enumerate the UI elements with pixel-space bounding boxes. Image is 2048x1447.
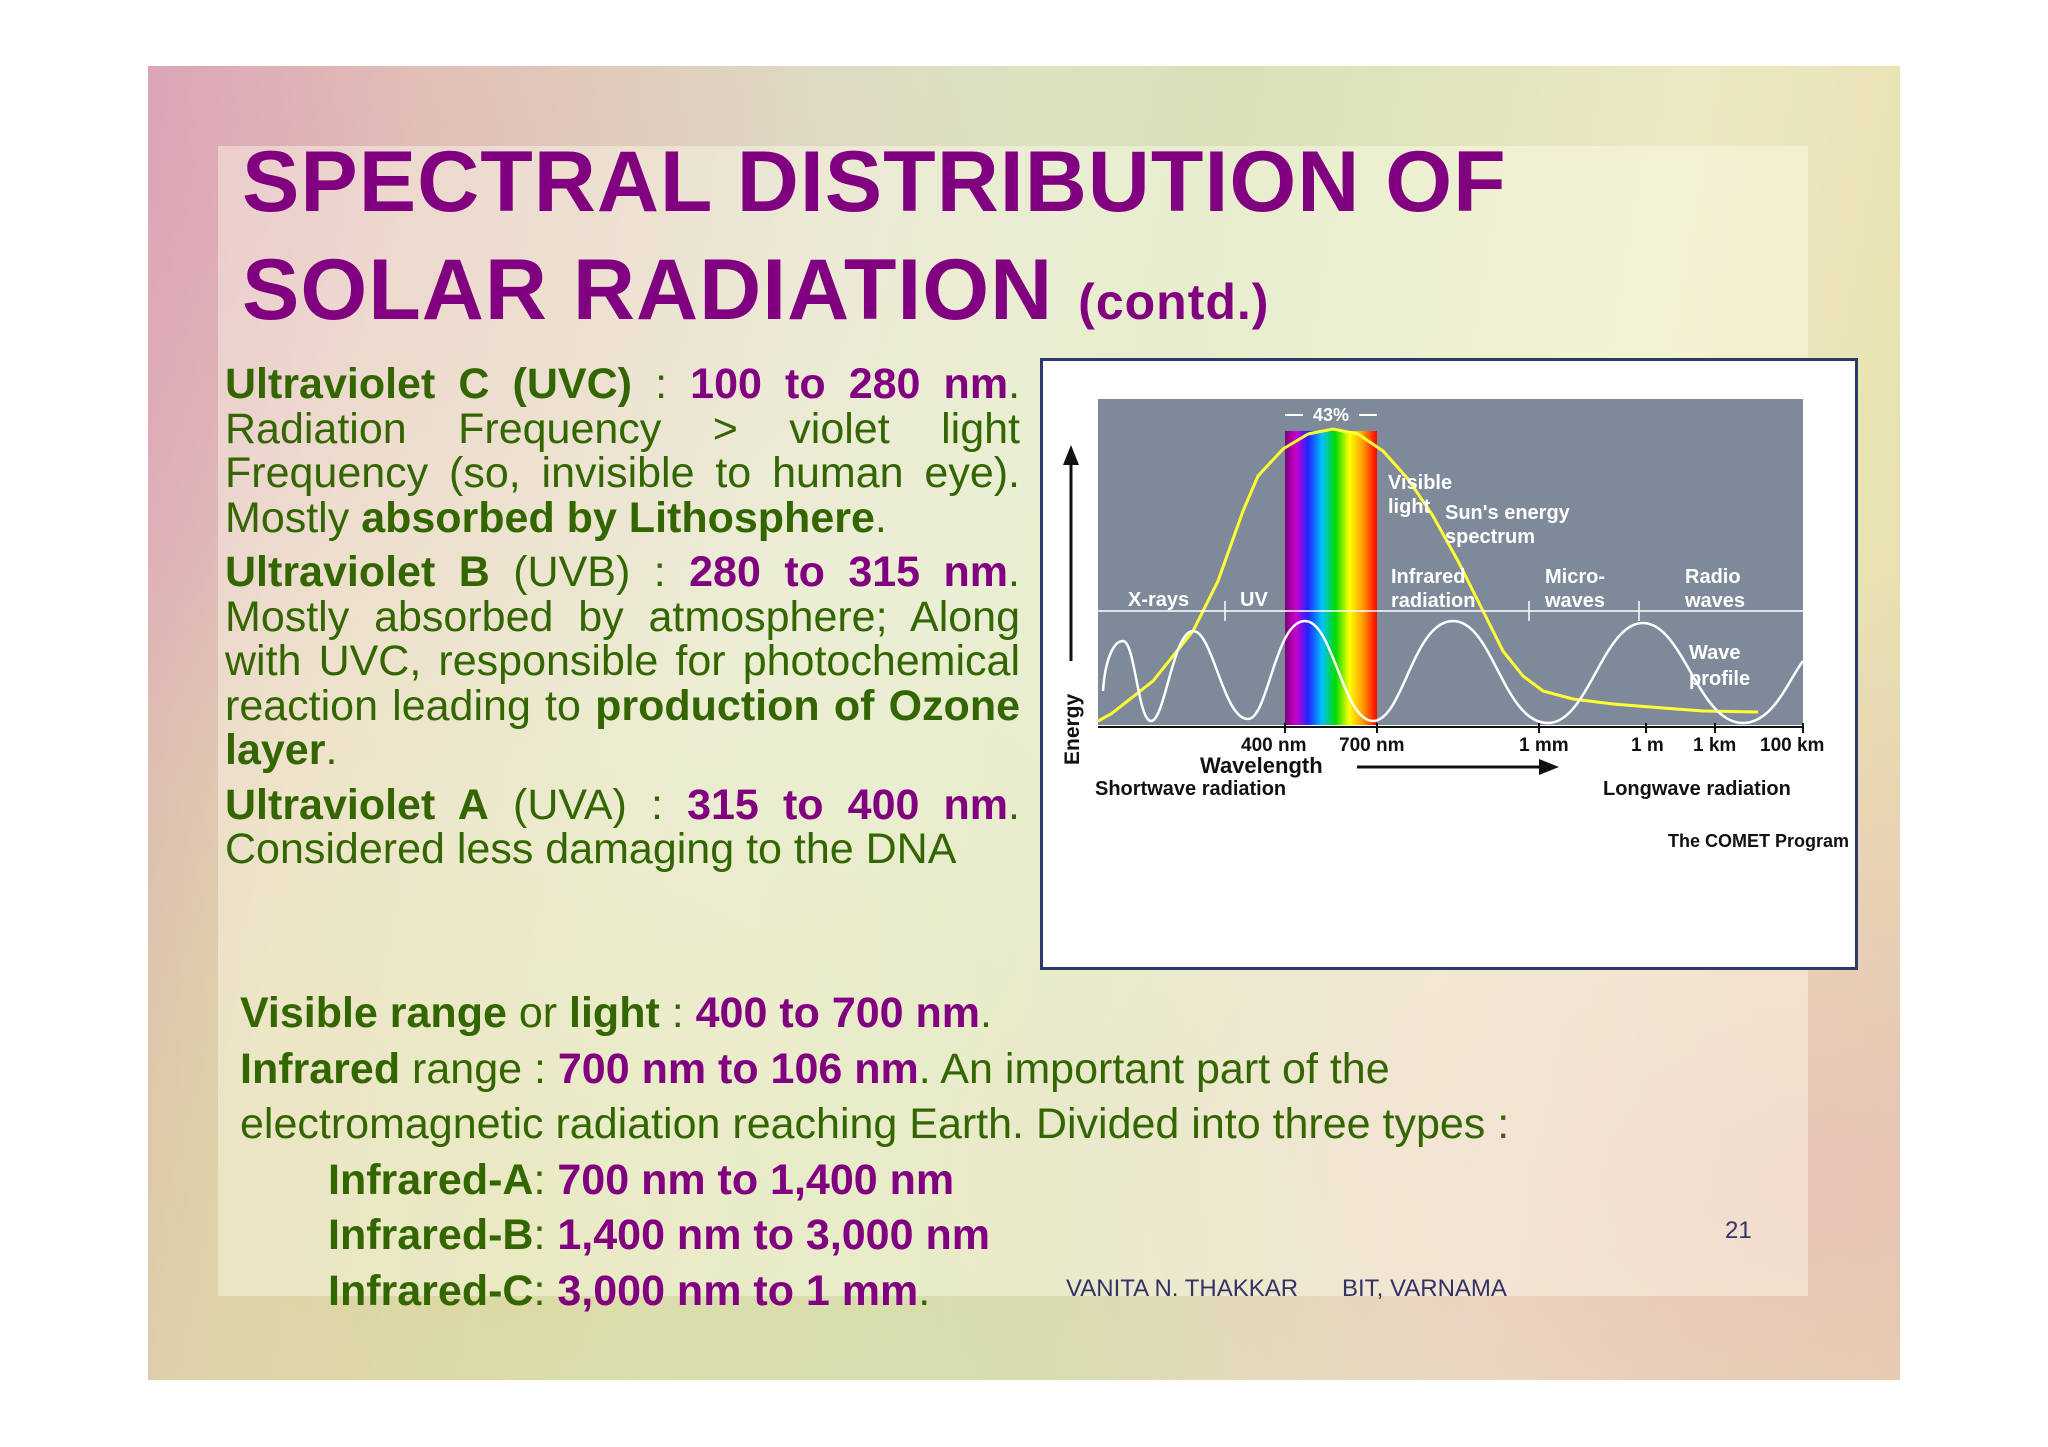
wave-profile-label-2: profile <box>1689 668 1750 690</box>
longwave-label: Longwave radiation <box>1603 778 1791 800</box>
uvc-paragraph: Ultraviolet C (UVC) : 100 to 280 nm. Rad… <box>225 362 1020 540</box>
slide-title: SPECTRAL DISTRIBUTION OF SOLAR RADIATION… <box>242 128 1507 356</box>
band-infrared-2: radiation <box>1391 590 1475 612</box>
wave-profile-line <box>1101 619 1805 725</box>
infrared-a-line: Infrared-A: 700 nm to 1,400 nm <box>240 1153 1509 1209</box>
uva-range: 315 to 400 nm <box>687 780 1009 829</box>
uvb-range: 280 to 315 nm <box>689 548 1009 596</box>
tick-700nm: 700 nm <box>1339 735 1404 756</box>
wavelength-tick-labels: 400 nm 700 nm 1 mm 1 m 1 km 100 km <box>1241 735 1824 756</box>
band-micro-1: Micro- <box>1545 566 1605 588</box>
band-radio-1: Radio <box>1685 566 1741 588</box>
visible-sep: : <box>659 989 696 1037</box>
plot-area <box>1098 399 1803 725</box>
uvc-text: . Radiation Frequency > violet light Fre… <box>225 360 1021 542</box>
uvc-range: 100 to 280 nm <box>690 360 1009 408</box>
visible-range: 400 to 700 nm <box>695 989 981 1037</box>
uvc-name: Ultraviolet C (UVC) <box>225 360 632 408</box>
visible-or: or <box>506 989 570 1037</box>
tick-100km: 100 km <box>1760 735 1824 756</box>
uvb-bold-text: production of Ozone layer <box>225 681 1020 774</box>
visible-end: . <box>980 989 992 1037</box>
infrared-c-end: . <box>918 1266 931 1315</box>
ultraviolet-description: Ultraviolet C (UVC) : 100 to 280 nm. Rad… <box>225 362 1020 882</box>
infrared-c-range: 3,000 nm to 1 mm <box>557 1266 919 1315</box>
infrared-c-sep: : <box>533 1266 558 1315</box>
uvc-bold-text: absorbed by Lithosphere <box>361 493 875 542</box>
uvb-end: . <box>325 726 338 774</box>
uva-abbr: (UVA) : <box>488 780 688 829</box>
band-micro-2: waves <box>1544 590 1605 612</box>
uvb-text: . Mostly absorbed by atmosphere; Along w… <box>225 548 1020 730</box>
infrared-a-range: 700 nm to 1,400 nm <box>557 1155 955 1204</box>
page-number: 21 <box>1725 1217 1752 1244</box>
tick-1m: 1 m <box>1631 735 1664 756</box>
infrared-a-sep: : <box>533 1155 558 1204</box>
visible-term: Visible range <box>240 989 507 1037</box>
percent-label: 43% <box>1313 405 1349 425</box>
uvc-end: . <box>874 493 887 542</box>
band-infrared-1: Infrared <box>1391 566 1465 588</box>
infrared-c-label: Infrared-C <box>328 1266 534 1315</box>
visible-line: Visible range or light : 400 to 700 nm. <box>240 986 1509 1042</box>
footer-author: VANITA N. THAKKAR <box>1066 1275 1299 1302</box>
percent-label-bg <box>1303 405 1359 425</box>
band-uv: UV <box>1240 589 1268 611</box>
comet-credit: The COMET Program <box>1668 831 1849 851</box>
infrared-a-label: Infrared-A <box>328 1155 534 1204</box>
visible-band <box>1285 431 1377 725</box>
infrared-range: 700 nm to 106 nm <box>557 1044 919 1093</box>
uvb-paragraph: Ultraviolet B (UVB) : 280 to 315 nm. Mos… <box>225 550 1020 773</box>
wavelength-arrowhead <box>1539 759 1559 775</box>
wavelength-label: Wavelength <box>1200 753 1323 778</box>
sun-energy-label-2: spectrum <box>1445 526 1535 548</box>
uvb-name: Ultraviolet B <box>225 548 490 596</box>
uva-name: Ultraviolet A <box>225 780 489 829</box>
visible-infrared-description: Visible range or light : 400 to 700 nm . … <box>240 986 1509 1319</box>
uvb-abbr: (UVB) : <box>489 548 690 596</box>
spectrum-diagram: 43% X-rays UV Infrared radiation Micro- … <box>1040 358 1858 970</box>
uva-paragraph: Ultraviolet A (UVA) : 315 to 400 nm. Con… <box>225 780 1020 873</box>
infrared-text: . An important part of the <box>918 1044 1390 1093</box>
energy-arrowhead <box>1063 445 1079 465</box>
title-line-2: SOLAR RADIATION <box>242 242 1054 338</box>
uvc-separator: : <box>631 360 691 408</box>
wave-profile-label-1: Wave <box>1689 642 1741 664</box>
uva-text: . Considered less damaging to the DNA <box>225 780 1020 873</box>
infrared-c-line: Infrared-C: 3,000 nm to 1 mm. <box>240 1264 1509 1320</box>
visible-label-2: light <box>1388 496 1431 518</box>
spectrum-diagram-svg: 43% X-rays UV Infrared radiation Micro- … <box>1061 399 1849 851</box>
energy-axis-label: Energy <box>1061 693 1084 765</box>
sun-energy-label-1: Sun's energy <box>1445 502 1571 524</box>
shortwave-label: Shortwave radiation <box>1095 778 1286 800</box>
footer-organization: BIT, VARNAMA <box>1342 1275 1507 1302</box>
band-xrays: X-rays <box>1128 589 1189 611</box>
infrared-b-line: Infrared-B: 1,400 nm to 3,000 nm <box>240 1208 1509 1264</box>
infrared-range-word: range : <box>400 1044 558 1093</box>
band-radio-2: waves <box>1684 590 1745 612</box>
title-suffix: (contd.) <box>1078 274 1270 330</box>
infrared-line-1: Infrared range : 700 nm to 106 nm. An im… <box>240 1042 1509 1098</box>
visible-label-1: Visible <box>1388 472 1452 494</box>
infrared-term: Infrared <box>240 1044 401 1093</box>
tick-400nm: 400 nm <box>1241 735 1306 756</box>
visible-light-term: light <box>569 989 660 1037</box>
band-labels: X-rays UV Infrared radiation Micro- wave… <box>1128 472 1751 690</box>
tick-marks <box>1284 723 1804 733</box>
infrared-b-range: 1,400 nm to 3,000 nm <box>557 1211 990 1259</box>
title-line-1: SPECTRAL DISTRIBUTION OF <box>242 134 1507 230</box>
infrared-line-2: electromagnetic radiation reaching Earth… <box>240 1100 1510 1148</box>
infrared-b-label: Infrared-B <box>328 1211 534 1259</box>
infrared-b-sep: : <box>533 1211 558 1259</box>
tick-1mm: 1 mm <box>1519 735 1569 756</box>
tick-1km: 1 km <box>1693 735 1736 756</box>
